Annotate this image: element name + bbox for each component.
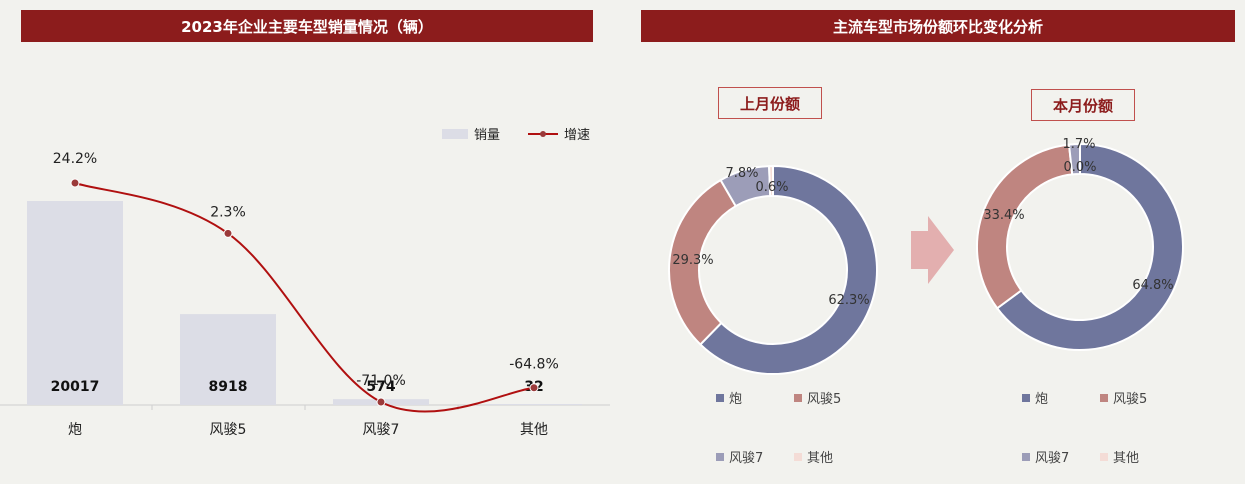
legend-swatch [794,452,802,461]
legend-label: 风骏5 [1113,392,1148,407]
donut-prev-slice-label: 0.6% [755,180,788,195]
growth-label: -64.8% [509,357,559,373]
donut2-legend-pao: 炮 [1022,388,1048,407]
bar-chart-title: 2023年企业主要车型销量情况（辆） [21,10,593,42]
legend-label: 风骏5 [807,392,842,407]
bar-3 [486,404,582,405]
donut-curr-slice-label: 33.4% [983,208,1024,223]
donut1-legend-fengjun5: 风骏5 [794,388,841,407]
growth-label: 2.3% [210,204,246,220]
legend-bar-swatch [442,128,468,139]
donut-prev-slice-label: 62.3% [828,293,869,308]
legend-bar-item: 销量 [442,124,500,143]
growth-point [529,383,539,393]
prev-month-label: 上月份额 [718,87,822,119]
donut-prev-slice-3 [768,164,774,198]
donut-curr-slice-0 [995,142,1184,351]
donut1-legend-fengjun7: 风骏7 [716,447,763,466]
donut2-legend-other: 其他 [1100,447,1139,466]
growth-point [223,228,233,238]
legend-line-item: 增速 [528,124,590,143]
donut-curr-slice-1 [976,143,1074,310]
x-tick-label: 炮 [68,422,82,438]
x-tick-label: 风骏5 [210,422,247,438]
growth-label: -71.0% [356,373,406,389]
donut-curr-slice-2 [1067,142,1081,176]
donut-prev-slice-0 [698,164,878,375]
bar-value-label: 574 [366,379,395,395]
legend-swatch [716,393,724,402]
legend-label: 炮 [1035,392,1049,407]
legend-bar-label: 销量 [474,128,501,143]
growth-point [376,397,386,407]
legend-label: 炮 [729,392,743,407]
donut1-legend-other: 其他 [794,447,833,466]
legend-swatch [1100,393,1108,402]
legend-line-label: 增速 [564,128,591,143]
change-arrow-icon [911,216,954,284]
legend-swatch [794,393,802,402]
bar-0 [27,201,123,405]
growth-line [74,182,535,413]
growth-point [70,178,80,188]
donut2-legend-fengjun7: 风骏7 [1022,447,1069,466]
legend-label: 其他 [1113,451,1140,466]
legend-swatch [1100,452,1108,461]
legend-swatch [716,452,724,461]
legend-label: 其他 [807,451,834,466]
legend-label: 风骏7 [1035,451,1070,466]
donut-prev-slice-label: 29.3% [672,253,713,268]
donut2-legend-fengjun5: 风骏5 [1100,388,1147,407]
legend-swatch [1022,393,1030,402]
donut-curr-slice-label: 1.7% [1062,137,1095,152]
x-tick-label: 其他 [520,422,548,438]
donut1-legend-pao: 炮 [716,388,742,407]
donut-curr-slice-label: 64.8% [1132,278,1173,293]
bar-value-label: 20017 [51,379,100,395]
donut-chart-title: 主流车型市场份额环比变化分析 [641,10,1235,42]
donut-curr-slice-label: 0.0% [1063,160,1096,175]
growth-label: 24.2% [53,151,97,167]
legend-line-swatch [528,129,558,139]
legend-swatch [1022,452,1030,461]
donut-prev-slice-label: 7.8% [725,166,758,181]
curr-month-label: 本月份额 [1031,89,1135,121]
x-tick-label: 风骏7 [363,422,400,438]
bar-1 [180,314,276,405]
bar-value-label: 8918 [209,379,248,395]
legend-label: 风骏7 [729,451,764,466]
